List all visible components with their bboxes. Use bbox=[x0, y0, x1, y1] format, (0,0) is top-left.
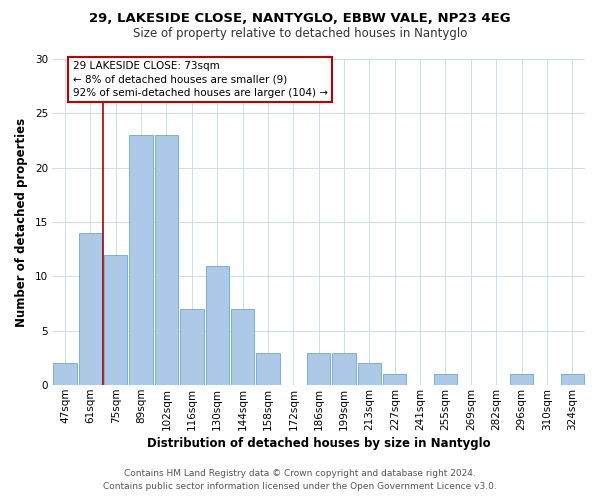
Bar bbox=[53, 364, 77, 385]
Bar bbox=[510, 374, 533, 385]
Y-axis label: Number of detached properties: Number of detached properties bbox=[15, 118, 28, 326]
Bar bbox=[383, 374, 406, 385]
Bar bbox=[104, 254, 127, 385]
Text: 29 LAKESIDE CLOSE: 73sqm
← 8% of detached houses are smaller (9)
92% of semi-det: 29 LAKESIDE CLOSE: 73sqm ← 8% of detache… bbox=[73, 61, 328, 98]
Bar bbox=[256, 352, 280, 385]
Bar bbox=[206, 266, 229, 385]
Bar bbox=[155, 135, 178, 385]
Bar bbox=[79, 233, 102, 385]
Text: 29, LAKESIDE CLOSE, NANTYGLO, EBBW VALE, NP23 4EG: 29, LAKESIDE CLOSE, NANTYGLO, EBBW VALE,… bbox=[89, 12, 511, 26]
Bar bbox=[332, 352, 356, 385]
Text: Size of property relative to detached houses in Nantyglo: Size of property relative to detached ho… bbox=[133, 28, 467, 40]
X-axis label: Distribution of detached houses by size in Nantyglo: Distribution of detached houses by size … bbox=[147, 437, 490, 450]
Bar bbox=[130, 135, 153, 385]
Bar bbox=[307, 352, 331, 385]
Bar bbox=[180, 309, 203, 385]
Text: Contains HM Land Registry data © Crown copyright and database right 2024.
Contai: Contains HM Land Registry data © Crown c… bbox=[103, 470, 497, 491]
Bar bbox=[560, 374, 584, 385]
Bar bbox=[358, 364, 381, 385]
Bar bbox=[434, 374, 457, 385]
Bar bbox=[231, 309, 254, 385]
